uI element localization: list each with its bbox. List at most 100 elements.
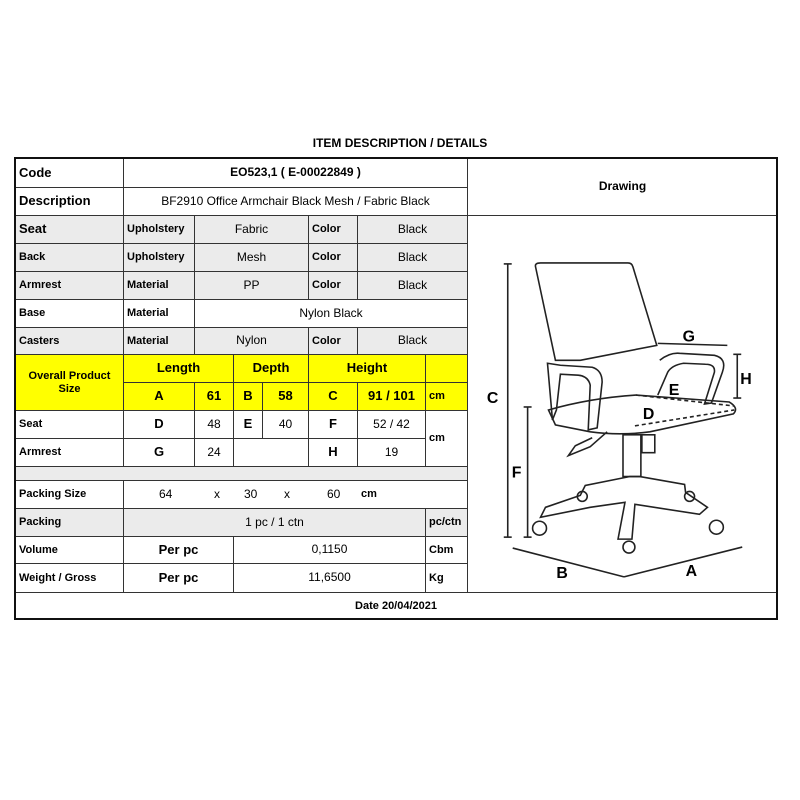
weight-per: Per pc (123, 563, 234, 593)
overall-size-label: Overall Product Size (15, 354, 124, 411)
dim-h-letter: H (308, 438, 358, 467)
chair-seat (547, 394, 737, 435)
dim-f-letter: F (308, 410, 358, 439)
armrest-dims-label: Armrest (15, 438, 124, 467)
packing-size-unit: cm (361, 488, 377, 501)
dimension-a-line (623, 546, 743, 578)
right-armrest (657, 352, 725, 405)
left-armrest (546, 362, 603, 431)
casters-label: Casters (15, 327, 124, 355)
packing-label: Packing (15, 508, 124, 537)
gas-cylinder (622, 434, 642, 478)
dim-a-value: 61 (194, 382, 234, 411)
dim-g-letter: G (123, 438, 195, 467)
label-a: A (686, 563, 698, 580)
packing-width: 30 (244, 486, 258, 501)
dimension-d-line (634, 409, 735, 427)
caster (708, 519, 725, 535)
volume-unit: Cbm (425, 536, 468, 564)
packing-x: x (214, 486, 220, 501)
casters-color: Black (357, 327, 468, 355)
base-label: Base (15, 299, 124, 328)
packing-x: x (284, 486, 290, 501)
volume-label: Volume (15, 536, 124, 564)
dim-b-letter: B (233, 382, 263, 411)
dim-a-letter: A (123, 382, 195, 411)
armrest-value: PP (194, 271, 309, 300)
armrest-label: Armrest (15, 271, 124, 300)
caster (683, 490, 696, 503)
seat-attr: Upholstery (123, 215, 195, 244)
dim-d-letter: D (123, 410, 195, 439)
label-g: G (683, 328, 695, 345)
code-label: Code (15, 158, 124, 188)
casters-color-label: Color (308, 327, 358, 355)
dims-unit: cm (425, 410, 468, 467)
label-d: D (643, 406, 654, 423)
blank-cell (233, 438, 309, 467)
description-value: BF2910 Office Armchair Black Mesh / Fabr… (123, 187, 468, 216)
dim-d-value: 48 (194, 410, 234, 439)
dim-f-value: 52 / 42 (357, 410, 426, 439)
seat-color-label: Color (308, 215, 358, 244)
back-color: Black (357, 243, 468, 272)
packing-size-label: Packing Size (15, 480, 124, 509)
packing-length: 64 (159, 486, 173, 501)
dim-e-letter: E (233, 410, 263, 439)
packing-value: 1 pc / 1 ctn (123, 508, 426, 537)
label-e: E (669, 382, 680, 399)
caster (531, 520, 548, 536)
drawing-area: C F G H E D B A (467, 215, 778, 593)
seat-value: Fabric (194, 215, 309, 244)
label-h: H (740, 371, 751, 388)
casters-value: Nylon (194, 327, 309, 355)
lever (566, 431, 608, 458)
dim-b-value: 58 (262, 382, 309, 411)
weight-label: Weight / Gross (15, 563, 124, 593)
blank-cell (425, 354, 468, 383)
armrest-color: Black (357, 271, 468, 300)
back-value: Mesh (194, 243, 309, 272)
dim-e-value: 40 (262, 410, 309, 439)
dimension-e-line (635, 394, 735, 407)
description-label: Description (15, 187, 124, 216)
packing-height: 60 (327, 486, 341, 501)
base-value: Nylon Black (194, 299, 468, 328)
label-f: F (512, 465, 522, 482)
packing-unit: pc/ctn (425, 508, 468, 537)
chair-drawing: C F G H E D B A (487, 262, 752, 582)
overall-unit: cm (425, 382, 468, 411)
dim-c-value: 91 / 101 (357, 382, 426, 411)
volume-per: Per pc (123, 536, 234, 564)
spacer-row (15, 466, 468, 481)
seat-dims-label: Seat (15, 410, 124, 439)
caster (622, 540, 636, 554)
dim-h-value: 19 (357, 438, 426, 467)
caster (576, 490, 589, 503)
dim-c-letter: C (308, 382, 358, 411)
depth-header: Depth (233, 354, 309, 383)
page-title: ITEM DESCRIPTION / DETAILS (312, 136, 488, 150)
chair-base (539, 475, 709, 540)
label-c: C (487, 390, 499, 407)
back-color-label: Color (308, 243, 358, 272)
volume-value: 0,1150 (233, 536, 426, 564)
height-header: Height (308, 354, 426, 383)
seat-color: Black (357, 215, 468, 244)
code-value: EO523,1 ( E-00022849 ) (123, 158, 468, 188)
dimension-b-line (512, 547, 625, 578)
seat-label: Seat (15, 215, 124, 244)
casters-attr: Material (123, 327, 195, 355)
dimension-g-line (657, 342, 728, 347)
back-attr: Upholstery (123, 243, 195, 272)
weight-value: 11,6500 (233, 563, 426, 593)
dim-g-value: 24 (194, 438, 234, 467)
chair-back (534, 262, 658, 362)
armrest-attr: Material (123, 271, 195, 300)
date: Date 20/04/2021 (15, 592, 778, 620)
back-label: Back (15, 243, 124, 272)
base-attr: Material (123, 299, 195, 328)
packing-size-value: 64 x 30 x 60 cm (123, 480, 468, 509)
label-b: B (556, 565, 567, 582)
